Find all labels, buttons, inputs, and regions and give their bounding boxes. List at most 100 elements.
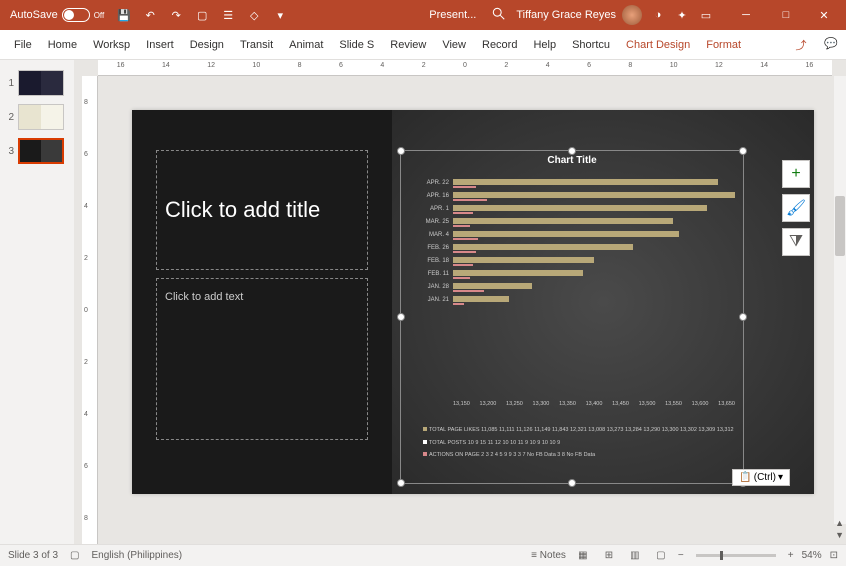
zoom-thumb[interactable]: [720, 551, 723, 560]
slideshow-icon[interactable]: ▢: [194, 7, 210, 23]
language-status[interactable]: English (Philippines): [92, 550, 183, 561]
user-account[interactable]: Tiffany Grace Reyes: [516, 5, 642, 25]
accessibility-icon[interactable]: ▢: [70, 550, 79, 561]
slide-counter[interactable]: Slide 3 of 3: [8, 550, 58, 561]
tab-shortcut[interactable]: Shortcu: [564, 30, 618, 59]
magic-icon[interactable]: ✦: [674, 7, 690, 23]
coming-soon-icon[interactable]: ◑: [650, 7, 666, 23]
tab-recording[interactable]: Record: [474, 30, 525, 59]
paste-label: (Ctrl): [754, 472, 776, 483]
zoom-slider[interactable]: [696, 554, 776, 557]
thumbnail-2[interactable]: 2: [0, 102, 74, 132]
tab-format[interactable]: Format: [698, 30, 749, 59]
resize-handle[interactable]: [397, 479, 405, 487]
save-icon[interactable]: 💾: [116, 7, 132, 23]
window-controls: ─ □ ✕: [726, 0, 842, 30]
normal-view-icon[interactable]: ▦: [574, 548, 592, 564]
tab-home[interactable]: Home: [40, 30, 85, 59]
zoom-in-icon[interactable]: +: [788, 550, 794, 561]
chart-filters-button[interactable]: ⧩: [782, 228, 810, 256]
slide-canvas[interactable]: Click to add title Click to add text Cha…: [132, 110, 814, 494]
search-icon[interactable]: [492, 7, 508, 23]
tab-insert[interactable]: Insert: [138, 30, 182, 59]
notes-button[interactable]: ≡ Notes: [531, 550, 566, 561]
chart-object[interactable]: Chart Title APR. 22APR. 16APR. 1MAR. 25M…: [400, 150, 744, 484]
text-placeholder[interactable]: Click to add text: [156, 278, 368, 440]
text-placeholder-text: Click to add text: [165, 291, 243, 303]
slide-right-panel: Chart Title APR. 22APR. 16APR. 1MAR. 25M…: [392, 110, 814, 494]
tab-workspace[interactable]: Worksp: [85, 30, 138, 59]
resize-handle[interactable]: [739, 313, 747, 321]
paste-options-button[interactable]: 📋 (Ctrl) ▾: [732, 469, 790, 486]
tab-review[interactable]: Review: [382, 30, 434, 59]
shapes-icon[interactable]: ◇: [246, 7, 262, 23]
resize-handle[interactable]: [397, 147, 405, 155]
prev-slide-icon[interactable]: ▲: [835, 518, 844, 528]
autosave-state: Off: [94, 11, 105, 20]
main-area: 1 2 3 1614121086420246810121416 86420246…: [0, 60, 846, 544]
slide-left-panel: Click to add title Click to add text: [132, 110, 392, 494]
slide-thumb: [18, 104, 64, 130]
comments-icon[interactable]: 💬: [816, 37, 846, 50]
tab-help[interactable]: Help: [525, 30, 564, 59]
tab-transitions[interactable]: Transit: [232, 30, 281, 59]
tab-animations[interactable]: Animat: [281, 30, 331, 59]
reading-view-icon[interactable]: ▥: [626, 548, 644, 564]
tab-view[interactable]: View: [434, 30, 474, 59]
slideshow-view-icon[interactable]: ▢: [652, 548, 670, 564]
slide-thumb: [18, 138, 64, 164]
chevron-down-icon: ▾: [778, 472, 783, 483]
thumbnail-3[interactable]: 3: [0, 136, 74, 166]
thumbnail-panel: 1 2 3: [0, 60, 74, 544]
fit-window-icon[interactable]: ⊡: [830, 550, 838, 561]
scrollbar-thumb[interactable]: [835, 196, 845, 256]
resize-handle[interactable]: [739, 147, 747, 155]
resize-handle[interactable]: [397, 313, 405, 321]
maximize-button[interactable]: □: [766, 0, 806, 30]
chart-elements-button[interactable]: +: [782, 160, 810, 188]
status-bar: Slide 3 of 3 ▢ English (Philippines) ≡ N…: [0, 544, 846, 566]
toggle-switch[interactable]: [62, 8, 90, 22]
list-icon[interactable]: ☰: [220, 7, 236, 23]
ribbon-tabs: File Home Worksp Insert Design Transit A…: [0, 30, 846, 60]
tab-slideshow[interactable]: Slide S: [331, 30, 382, 59]
resize-handle[interactable]: [568, 479, 576, 487]
share-icon[interactable]: ⤴: [786, 37, 816, 53]
vertical-ruler: 864202468: [82, 76, 98, 544]
user-name: Tiffany Grace Reyes: [516, 9, 616, 21]
chart-legend: TOTAL PAGE LIKES 11,085 11,111 11,126 11…: [423, 426, 735, 463]
sorter-view-icon[interactable]: ⊞: [600, 548, 618, 564]
document-title: Present...: [429, 9, 476, 21]
zoom-out-icon[interactable]: −: [678, 550, 684, 561]
minimize-button[interactable]: ─: [726, 0, 766, 30]
tab-file[interactable]: File: [6, 30, 40, 59]
tab-chart-design[interactable]: Chart Design: [618, 30, 698, 59]
resize-handle[interactable]: [568, 147, 576, 155]
chart-x-axis: 13,15013,20013,25013,30013,35013,40013,4…: [453, 401, 735, 407]
redo-icon[interactable]: ↷: [168, 7, 184, 23]
title-bar: AutoSave Off 💾 ↶ ↷ ▢ ☰ ◇ ▾ Present... Ti…: [0, 0, 846, 30]
chart-plot-area[interactable]: APR. 22APR. 16APR. 1MAR. 25MAR. 4FEB. 26…: [417, 177, 735, 393]
quick-access-toolbar: 💾 ↶ ↷ ▢ ☰ ◇ ▾: [116, 7, 288, 23]
slide-thumb: [18, 70, 64, 96]
slide-nav-arrows: ▲ ▼: [835, 518, 844, 540]
slide-editor: 1614121086420246810121416 864202468 Clic…: [74, 60, 846, 544]
chart-styles-button[interactable]: 🖌: [782, 194, 810, 222]
avatar: [622, 5, 642, 25]
next-slide-icon[interactable]: ▼: [835, 530, 844, 540]
tab-design[interactable]: Design: [182, 30, 232, 59]
title-placeholder[interactable]: Click to add title: [156, 150, 368, 270]
chart-float-tools: + 🖌 ⧩: [782, 160, 810, 256]
undo-icon[interactable]: ↶: [142, 7, 158, 23]
clipboard-icon: 📋: [739, 472, 751, 483]
ribbon-display-icon[interactable]: ▭: [698, 7, 714, 23]
zoom-level[interactable]: 54%: [802, 550, 822, 561]
vertical-scrollbar[interactable]: [834, 76, 846, 524]
horizontal-ruler: 1614121086420246810121416: [98, 60, 832, 76]
autosave-label: AutoSave: [10, 9, 58, 21]
more-icon[interactable]: ▾: [272, 7, 288, 23]
close-button[interactable]: ✕: [806, 0, 842, 30]
autosave-toggle[interactable]: AutoSave Off: [10, 8, 104, 22]
title-placeholder-text: Click to add title: [165, 197, 320, 223]
thumbnail-1[interactable]: 1: [0, 68, 74, 98]
